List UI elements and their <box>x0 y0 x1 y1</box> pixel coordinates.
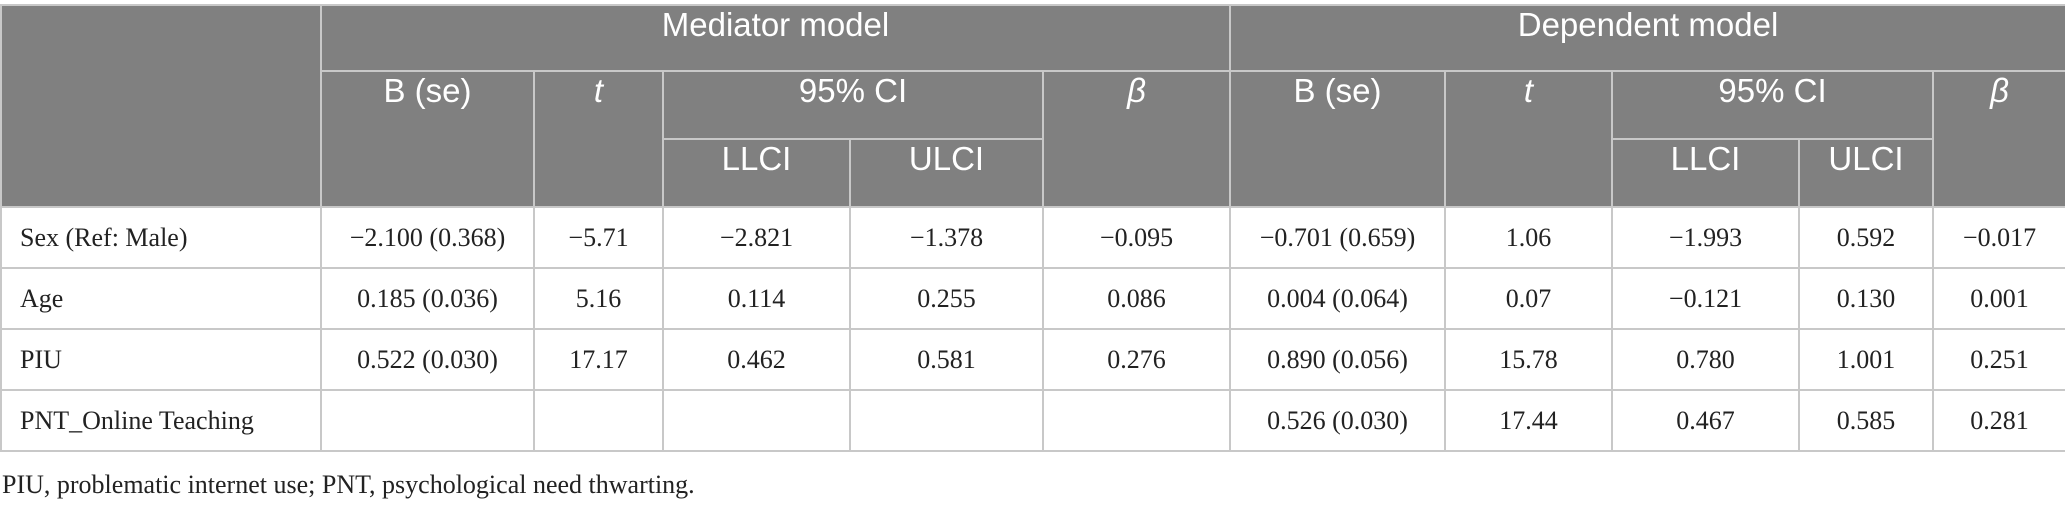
mediator-beta-cell: −0.095 <box>1042 206 1231 269</box>
table-row: PNT_Online Teaching 0.526 (0.030) 17.44 … <box>0 389 2065 452</box>
row-label: Age <box>0 267 322 330</box>
mediator-beta-header: β <box>1042 70 1231 208</box>
table-row: Sex (Ref: Male) −2.100 (0.368) −5.71 −2.… <box>0 206 2065 269</box>
mediator-t-cell: −5.71 <box>533 206 664 269</box>
results-table: Mediator model Dependent model B (se) t … <box>0 4 2065 452</box>
dependent-ulci-header: ULCI <box>1798 138 1934 208</box>
mediator-llci-cell: 0.114 <box>662 267 851 330</box>
mediator-llci-cell <box>662 389 851 452</box>
mediator-t-header: t <box>533 70 664 208</box>
mediator-b-se-header: B (se) <box>320 70 535 208</box>
dependent-t-cell: 0.07 <box>1444 267 1613 330</box>
mediator-t-cell <box>533 389 664 452</box>
header-stub <box>0 4 322 208</box>
dependent-ci-header: 95% CI <box>1611 70 1934 140</box>
dependent-t-cell: 15.78 <box>1444 328 1613 391</box>
dependent-b-se-header: B (se) <box>1229 70 1446 208</box>
dependent-ulci-cell: 1.001 <box>1798 328 1934 391</box>
mediator-t-cell: 5.16 <box>533 267 664 330</box>
mediator-ulci-cell: 0.255 <box>849 267 1044 330</box>
mediator-ci-header: 95% CI <box>662 70 1044 140</box>
table-row: PIU 0.522 (0.030) 17.17 0.462 0.581 0.27… <box>0 328 2065 391</box>
dependent-beta-header: β <box>1931 70 2065 208</box>
dependent-llci-cell: −1.993 <box>1611 206 1800 269</box>
dependent-t-header: t <box>1444 70 1613 208</box>
dependent-beta-cell: 0.281 <box>1931 389 2065 452</box>
mediator-b-se-cell: 0.185 (0.036) <box>320 267 535 330</box>
dependent-b-se-cell: 0.526 (0.030) <box>1229 389 1446 452</box>
row-label: PIU <box>0 328 322 391</box>
mediator-llci-cell: −2.821 <box>662 206 851 269</box>
mediator-beta-cell <box>1042 389 1231 452</box>
dependent-t-cell: 17.44 <box>1444 389 1613 452</box>
dependent-llci-cell: 0.780 <box>1611 328 1800 391</box>
mediator-t-cell: 17.17 <box>533 328 664 391</box>
header-row-ci: LLCI ULCI LLCI ULCI <box>1 138 2065 208</box>
mediator-llci-header: LLCI <box>662 138 851 208</box>
dependent-ulci-cell: 0.592 <box>1798 206 1934 269</box>
dependent-b-se-cell: 0.004 (0.064) <box>1229 267 1446 330</box>
mediator-ulci-cell: −1.378 <box>849 206 1044 269</box>
mediator-llci-cell: 0.462 <box>662 328 851 391</box>
dependent-llci-cell: 0.467 <box>1611 389 1800 452</box>
dependent-beta-cell: 0.251 <box>1931 328 2065 391</box>
mediator-b-se-cell: 0.522 (0.030) <box>320 328 535 391</box>
dependent-beta-cell: −0.017 <box>1931 206 2065 269</box>
dependent-ulci-cell: 0.585 <box>1798 389 1934 452</box>
dependent-llci-header: LLCI <box>1611 138 1800 208</box>
dependent-b-se-cell: −0.701 (0.659) <box>1229 206 1446 269</box>
header-row-stats: B (se) t 95% CI β B (se) t 95% CI β <box>1 70 2065 208</box>
mediator-beta-cell: 0.276 <box>1042 328 1231 391</box>
row-label: PNT_Online Teaching <box>0 389 322 452</box>
table-footnote: PIU, problematic internet use; PNT, psyc… <box>2 470 695 499</box>
mediator-b-se-cell <box>320 389 535 452</box>
mediator-model-header: Mediator model <box>320 4 1231 72</box>
header-row-models: Mediator model Dependent model <box>0 4 2065 208</box>
dependent-model-header: Dependent model <box>1228 4 2065 72</box>
row-label: Sex (Ref: Male) <box>0 206 322 269</box>
mediator-ulci-cell <box>849 389 1044 452</box>
table-row: Age 0.185 (0.036) 5.16 0.114 0.255 0.086… <box>0 267 2065 330</box>
dependent-llci-cell: −0.121 <box>1611 267 1800 330</box>
dependent-ulci-cell: 0.130 <box>1798 267 1934 330</box>
dependent-b-se-cell: 0.890 (0.056) <box>1229 328 1446 391</box>
dependent-t-cell: 1.06 <box>1444 206 1613 269</box>
mediator-ulci-cell: 0.581 <box>849 328 1044 391</box>
dependent-beta-cell: 0.001 <box>1931 267 2065 330</box>
mediator-ulci-header: ULCI <box>849 138 1044 208</box>
mediator-beta-cell: 0.086 <box>1042 267 1231 330</box>
mediator-b-se-cell: −2.100 (0.368) <box>320 206 535 269</box>
